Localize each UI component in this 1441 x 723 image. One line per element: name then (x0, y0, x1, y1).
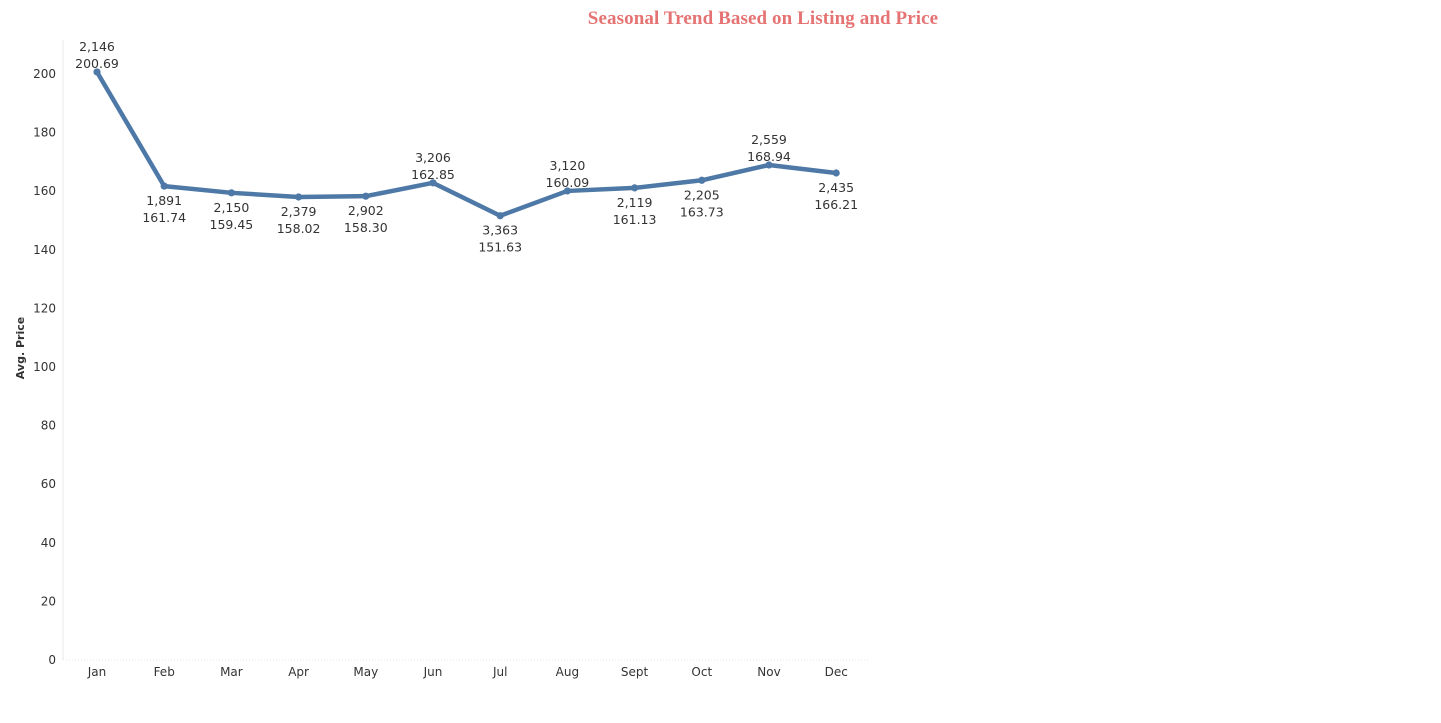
x-tick-label: Sept (621, 665, 649, 679)
x-tick-label: Mar (220, 665, 243, 679)
y-tick-label: 60 (41, 477, 56, 491)
x-tick-label: Nov (757, 665, 780, 679)
y-tick-label: 20 (41, 594, 56, 608)
x-tick-label: Aug (556, 665, 579, 679)
y-tick-label: 140 (33, 243, 56, 257)
avg-price-label: 168.94 (747, 149, 791, 164)
listing-count-label: 1,891 (146, 193, 182, 208)
data-point (227, 189, 235, 197)
data-points (93, 68, 840, 220)
avg-price-label: 158.30 (344, 220, 388, 235)
data-point (765, 161, 773, 169)
y-tick-label: 0 (48, 653, 56, 667)
x-axis-tick-labels: Jan Feb Mar Apr May Jun Jul Aug Sept Oct Nov Dec (87, 665, 848, 679)
x-tick-label: May (353, 665, 378, 679)
x-tick-label: Feb (154, 665, 175, 679)
y-axis-title: Avg. Price (14, 317, 27, 379)
avg-price-label: 166.21 (814, 197, 858, 212)
data-point (429, 179, 437, 187)
avg-price-label: 160.09 (546, 175, 590, 190)
listing-count-label: 3,206 (415, 150, 451, 165)
y-tick-label: 120 (33, 301, 56, 315)
series-line (94, 69, 839, 218)
x-tick-label: Jun (423, 665, 443, 679)
data-point (496, 212, 504, 220)
data-labels: 2,146 200.69 1,891 161.74 2,150 159.45 2,379 15… (75, 39, 858, 255)
data-point (295, 193, 303, 201)
avg-price-label: 162.85 (411, 167, 455, 182)
avg-price-label: 161.74 (142, 210, 186, 225)
y-axis-tick-labels: 0 20 40 60 80 100 120 140 160 180 200 (33, 67, 56, 667)
data-point (160, 182, 168, 190)
listing-count-label: 2,902 (348, 203, 384, 218)
avg-price-label: 200.69 (75, 56, 119, 71)
avg-price-label: 151.63 (478, 240, 522, 255)
listing-count-label: 2,119 (617, 195, 653, 210)
y-tick-label: 200 (33, 67, 56, 81)
avg-price-label: 163.73 (680, 204, 724, 219)
listing-count-label: 3,363 (482, 223, 518, 238)
listing-count-label: 2,205 (684, 187, 720, 202)
chart-title: Seasonal Trend Based on Listing and Pric… (587, 8, 939, 29)
y-tick-label: 80 (41, 419, 56, 433)
avg-price-label: 158.02 (277, 221, 321, 236)
y-tick-label: 160 (33, 184, 56, 198)
listing-count-label: 2,435 (818, 180, 854, 195)
data-point (631, 184, 639, 192)
listing-count-label: 2,146 (79, 39, 115, 54)
listing-count-label: 3,120 (550, 158, 586, 173)
y-tick-label: 40 (41, 536, 56, 550)
data-point (698, 176, 706, 184)
y-tick-label: 180 (33, 126, 56, 140)
x-tick-label: Dec (825, 665, 848, 679)
y-tick-label: 100 (33, 360, 56, 374)
listing-count-label: 2,379 (281, 204, 317, 219)
x-tick-label: Jul (492, 665, 507, 679)
data-point (563, 187, 572, 195)
data-point (93, 68, 101, 76)
data-point (362, 192, 370, 200)
listing-count-label: 2,150 (214, 200, 250, 215)
avg-price-label: 159.45 (210, 217, 254, 232)
chart-axes (62, 40, 868, 661)
listing-count-label: 2,559 (751, 132, 787, 147)
x-tick-label: Apr (288, 665, 309, 679)
data-point (832, 169, 840, 177)
x-tick-label: Oct (691, 665, 712, 679)
x-tick-label: Jan (87, 665, 107, 679)
series-lines (94, 69, 839, 218)
avg-price-label: 161.13 (613, 212, 657, 227)
